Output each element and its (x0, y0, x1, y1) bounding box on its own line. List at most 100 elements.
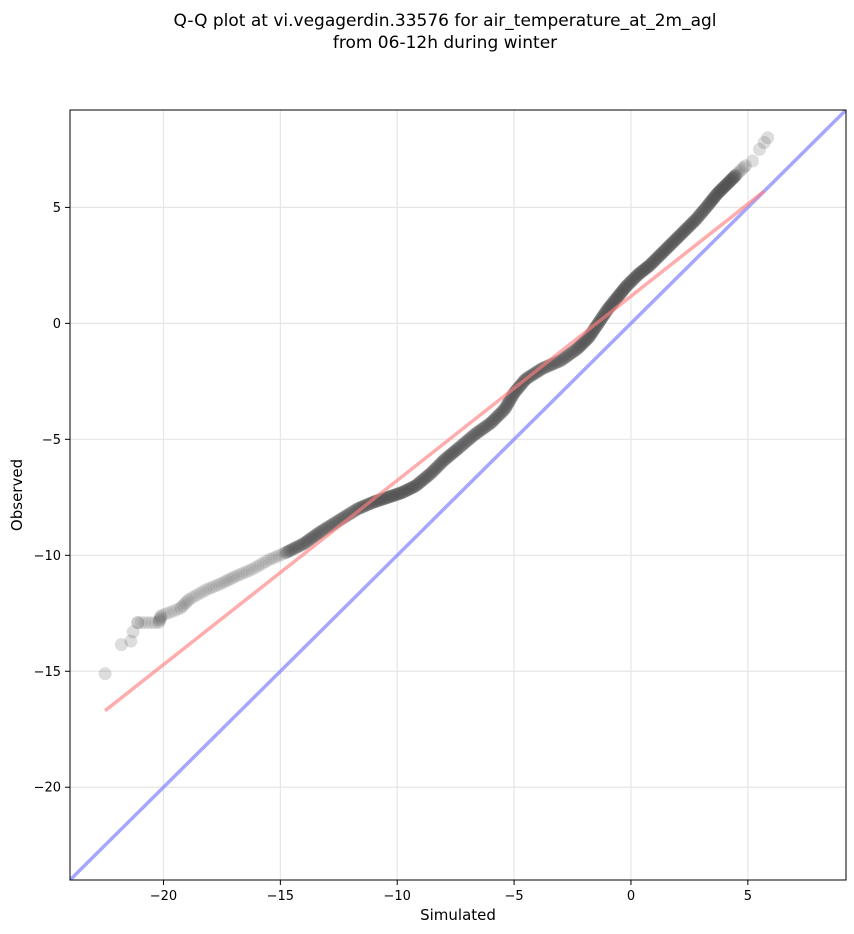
qq-point (273, 548, 287, 562)
qq-point (502, 394, 516, 408)
qq-point (417, 472, 431, 486)
qq-point (703, 196, 717, 210)
qq-point (631, 268, 645, 282)
x-tick-label: −20 (150, 889, 177, 904)
qq-point (690, 212, 704, 225)
qq-point (669, 232, 683, 246)
qq-point (427, 464, 440, 478)
qq-point (567, 344, 581, 358)
qq-point (429, 462, 442, 476)
qq-point (501, 396, 515, 410)
qq-point (402, 482, 416, 496)
qq-point (489, 411, 503, 425)
qq-point (412, 476, 426, 490)
fit-line (103, 189, 766, 713)
qq-point (641, 260, 655, 274)
qq-point (212, 577, 226, 591)
qq-point (709, 188, 723, 202)
chart-subtitle: from 06-12h during winter (333, 33, 557, 53)
qq-point (394, 486, 408, 500)
qq-points (98, 131, 775, 681)
qq-point (305, 531, 319, 545)
qq-point (460, 434, 474, 448)
qq-point (495, 405, 509, 419)
qq-point (571, 341, 585, 355)
qq-point (295, 538, 309, 552)
qq-point (467, 428, 481, 442)
qq-point (174, 600, 188, 614)
qq-point (718, 179, 732, 193)
qq-point (658, 244, 672, 257)
qq-point (248, 561, 262, 575)
qq-point (281, 545, 295, 559)
qq-point (283, 544, 297, 558)
qq-point (289, 540, 303, 554)
qq-point (652, 249, 666, 263)
qq-point (292, 539, 306, 553)
qq-point (301, 534, 315, 548)
qq-point (481, 418, 495, 432)
qq-point (619, 280, 633, 294)
qq-point (725, 172, 739, 186)
qq-point (698, 202, 712, 216)
qq-point (291, 539, 305, 553)
qq-point (689, 212, 703, 226)
qq-point (383, 490, 397, 503)
qq-point (482, 417, 496, 431)
qq-point (419, 470, 433, 484)
qq-point (207, 580, 221, 594)
qq-point (145, 616, 159, 630)
qq-point (394, 486, 408, 500)
qq-point (721, 176, 735, 190)
qq-point (661, 240, 675, 254)
qq-point (704, 194, 718, 208)
qq-point (560, 349, 574, 363)
qq-point (647, 254, 661, 268)
qq-point (683, 218, 697, 232)
qq-point (622, 276, 636, 290)
qq-point (510, 382, 524, 396)
qq-point (675, 227, 689, 240)
qq-point (471, 425, 485, 439)
qq-point (727, 171, 740, 185)
qq-point (445, 447, 459, 461)
qq-point (731, 166, 745, 180)
qq-point (696, 204, 710, 218)
qq-point (678, 223, 692, 237)
qq-point (649, 252, 663, 266)
qq-point (633, 266, 647, 280)
qq-point (430, 461, 443, 475)
qq-point (415, 473, 429, 487)
qq-point (457, 437, 471, 451)
qq-point (470, 426, 484, 440)
x-tick-label: 0 (627, 889, 635, 904)
qq-point (610, 291, 624, 305)
qq-point (318, 522, 332, 536)
qq-point (684, 217, 698, 231)
qq-point (395, 485, 409, 499)
qq-point (467, 428, 481, 442)
qq-point (285, 543, 299, 557)
qq-point (701, 198, 715, 212)
qq-point (627, 271, 641, 285)
qq-point (619, 280, 633, 294)
qq-point (488, 412, 502, 426)
qq-point (410, 478, 424, 492)
qq-point (425, 466, 438, 480)
qq-point (409, 479, 423, 493)
qq-point (637, 263, 651, 277)
qq-point (609, 292, 623, 306)
qq-point (618, 281, 632, 295)
qq-point (285, 542, 299, 556)
qq-point (609, 293, 623, 306)
qq-point (491, 409, 505, 423)
qq-point (682, 220, 695, 234)
qq-point (636, 264, 650, 278)
qq-point (503, 392, 517, 406)
qq-point (434, 456, 448, 470)
qq-point (501, 397, 515, 411)
qq-point (406, 480, 420, 494)
qq-point (725, 173, 738, 187)
qq-point (680, 222, 694, 235)
